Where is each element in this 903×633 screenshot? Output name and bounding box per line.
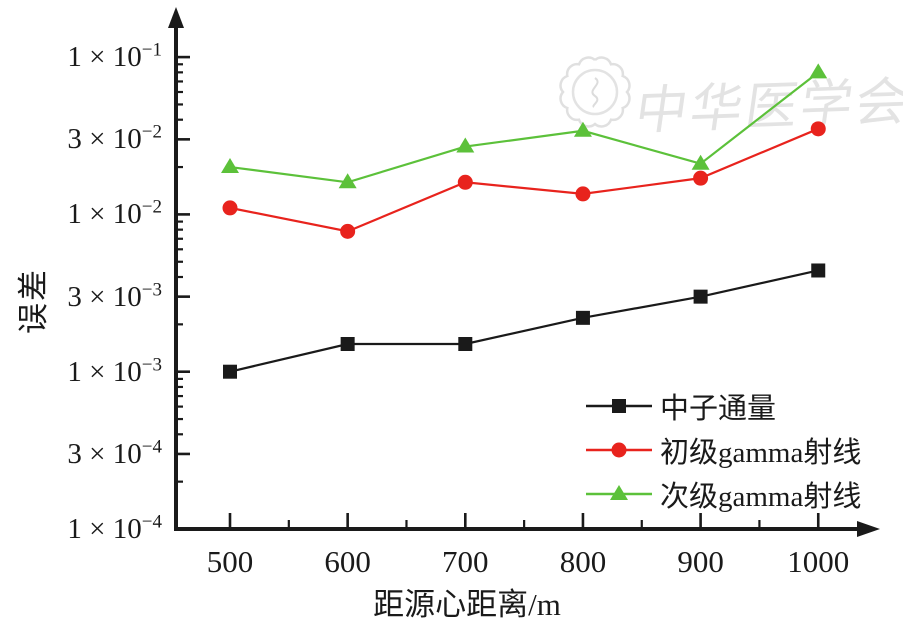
legend-marker-triangle-icon [586,485,652,500]
x-tick-label: 900 [677,544,724,579]
y-tick-label: 1 × 10−2 [67,196,162,231]
y-tick-label: 1 × 10−4 [67,511,162,545]
legend-item-neutron-flux: 中子通量 [586,384,861,428]
y-tick-label: 3 × 10−4 [67,436,162,470]
series-circle [222,121,826,239]
legend-label: 中子通量 [660,393,777,425]
series-square [223,263,826,379]
legend-marker-circle-icon [586,442,652,458]
y-tick-label: 1 × 10−3 [67,354,162,388]
x-tick-label: 600 [324,544,371,579]
y-tick-label: 1 × 10−1 [67,39,162,74]
legend: 中子通量 初级gamma射线 次级gamma射线 [586,384,861,516]
y-axis-title: 误差 [15,268,51,334]
x-tick-label: 500 [206,544,254,579]
watermark-seal-icon [559,56,631,128]
legend-marker-square-icon [586,399,652,413]
x-axis-title: 距源心距离/m [373,587,561,622]
legend-label: 次级gamma射线 [660,481,862,513]
legend-label: 初级gamma射线 [660,437,862,469]
y-tick-label: 3 × 10−3 [67,278,162,313]
x-tick-label: 800 [559,544,607,579]
x-tick-label: 700 [442,544,489,579]
y-tick-label: 3 × 10−2 [67,121,162,156]
legend-item-primary-gamma: 初级gamma射线 [586,428,861,472]
series-triangle [221,63,828,189]
axes [168,7,880,537]
data-series [221,63,828,379]
x-tick-label: 1000 [787,544,850,579]
legend-item-secondary-gamma: 次级gamma射线 [586,472,861,516]
